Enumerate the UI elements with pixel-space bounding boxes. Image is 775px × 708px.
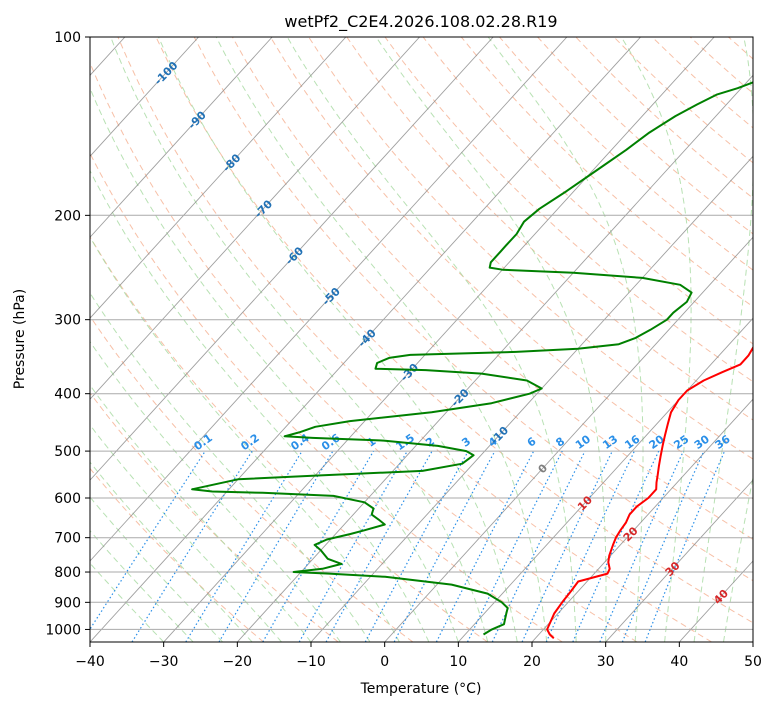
dry-adiabat xyxy=(193,37,753,582)
mixing-ratio-line xyxy=(435,450,535,642)
isotherm xyxy=(605,479,753,642)
dry-adiabat xyxy=(90,392,339,642)
y-tick-label: 800 xyxy=(54,565,81,581)
mixing-ratio-line xyxy=(644,450,726,642)
mixing-ratio-line xyxy=(131,450,253,642)
isotherm xyxy=(310,155,753,642)
x-tick-label: −30 xyxy=(149,654,179,670)
dry-adiabat xyxy=(346,37,753,421)
moist-adiabat xyxy=(375,37,607,642)
sounding-profiles xyxy=(191,81,753,640)
x-tick-label: 10 xyxy=(449,654,467,670)
moist-adiabat xyxy=(90,169,430,642)
y-axis-label: Pressure (hPa) xyxy=(12,289,28,389)
isotherm xyxy=(90,37,347,319)
dry-adiabat xyxy=(117,37,712,642)
dewpoint-profile xyxy=(191,81,753,636)
chart-title: wetPf2_C2E4.2026.108.02.28.R19 xyxy=(284,12,557,32)
isotherm xyxy=(90,37,494,481)
y-tick-label: 400 xyxy=(54,387,81,403)
moist-adiabat xyxy=(723,474,753,642)
y-tick-label: 900 xyxy=(54,595,81,611)
y-tick-label: 600 xyxy=(54,491,81,507)
moist-adiabat xyxy=(693,37,753,642)
mixing-ratio-line xyxy=(298,450,408,642)
moist-adiabat xyxy=(215,37,548,642)
moist-adiabat xyxy=(158,37,518,642)
y-tick-label: 200 xyxy=(54,208,81,224)
dry-adiabat xyxy=(155,37,753,624)
reference-lines xyxy=(90,37,775,642)
mixing-ratio-line xyxy=(185,450,303,642)
dry-adiabat xyxy=(90,467,264,642)
isotherm xyxy=(90,37,420,400)
dry-adiabat xyxy=(90,152,563,642)
mixing-ratio-line xyxy=(621,450,705,642)
moist-adiabat xyxy=(110,37,489,642)
dry-adiabat xyxy=(270,37,753,500)
x-tick-label: 0 xyxy=(380,654,389,670)
isotherm xyxy=(90,37,273,238)
y-tick-label: 500 xyxy=(54,444,81,460)
mixing-ratio-line xyxy=(90,450,206,631)
moist-adiabat xyxy=(286,37,577,642)
mixing-ratio-line xyxy=(572,450,660,642)
temperature-profile xyxy=(546,345,753,640)
isotherm xyxy=(236,74,753,642)
isotherm xyxy=(90,37,199,157)
y-tick-label: 1000 xyxy=(45,622,81,638)
x-tick-label: −40 xyxy=(75,654,105,670)
mixing-ratio-line xyxy=(599,450,684,642)
isotherm xyxy=(531,398,753,642)
x-tick-label: 30 xyxy=(597,654,615,670)
moist-adiabat xyxy=(90,236,400,642)
y-tick-label: 300 xyxy=(54,313,81,329)
plot-frame xyxy=(89,36,754,643)
x-tick-label: 20 xyxy=(523,654,541,670)
mixing-ratio-line xyxy=(393,450,496,642)
moist-adiabat xyxy=(90,86,459,642)
dry-adiabat xyxy=(90,235,488,642)
mixing-ratio-line xyxy=(466,450,563,642)
moist-adiabat xyxy=(620,37,692,642)
axis-ticks: −40 −30 −20 −10 0 10 20 30 40 50 100 200 300 400 500 60… xyxy=(45,30,762,670)
isotherm xyxy=(384,236,753,642)
x-axis-label: Temperature (°C) xyxy=(360,681,482,697)
isotherm xyxy=(90,37,641,642)
dry-adiabat xyxy=(308,37,753,460)
isotherm xyxy=(457,317,753,642)
moist-adiabat xyxy=(487,37,644,642)
isotherm xyxy=(163,37,715,642)
x-tick-label: 50 xyxy=(744,654,762,670)
y-tick-label: 700 xyxy=(54,531,81,547)
mixing-ratio-line xyxy=(364,450,469,642)
isotherm xyxy=(752,641,753,642)
y-tick-label: 100 xyxy=(54,30,81,46)
moist-adiabat xyxy=(90,292,371,642)
x-tick-label: 40 xyxy=(670,654,688,670)
x-tick-label: −20 xyxy=(223,654,253,670)
isotherm xyxy=(90,37,568,562)
mixing-ratio-line xyxy=(325,450,433,642)
dry-adiabat xyxy=(767,37,775,642)
x-tick-label: −10 xyxy=(296,654,326,670)
